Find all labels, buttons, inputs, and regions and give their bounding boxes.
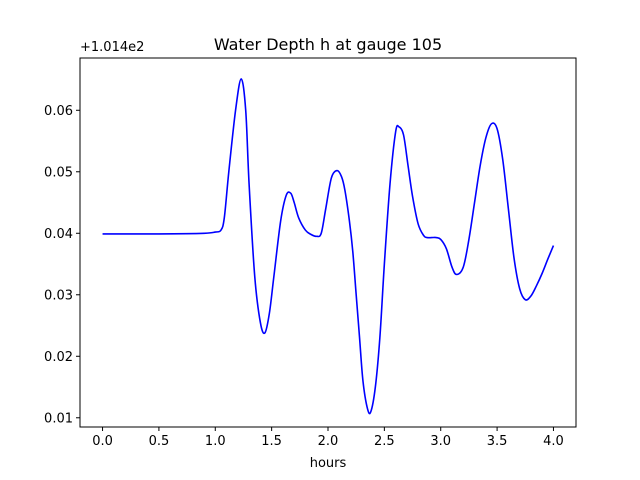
x-tick-label: 3.0 <box>430 434 451 449</box>
y-tick-label: 0.04 <box>44 227 73 242</box>
x-axis-label: hours <box>310 456 347 471</box>
x-tick-label: 4.0 <box>543 434 564 449</box>
series-line-0 <box>102 78 555 415</box>
x-tick-label: 0.5 <box>149 434 170 449</box>
x-tick-label: 0.0 <box>92 434 113 449</box>
chart-title: Water Depth h at gauge 105 <box>214 35 442 54</box>
x-tick-label: 1.0 <box>205 434 226 449</box>
y-tick-label: 0.02 <box>44 350 73 365</box>
y-tick-label: 0.05 <box>44 165 73 180</box>
y-tick-label: 0.06 <box>44 104 73 119</box>
y-tick-label: 0.03 <box>44 288 73 303</box>
y-tick-label: 0.01 <box>44 411 73 426</box>
x-tick-label: 1.5 <box>261 434 282 449</box>
x-tick-label: 2.5 <box>374 434 395 449</box>
y-offset-label: +1.014e2 <box>80 40 144 55</box>
x-tick-label: 2.0 <box>318 434 339 449</box>
axes-frame <box>79 57 577 428</box>
plot-area: 0.0 0.5 1.0 1.5 2.0 2.5 3.0 3.5 4.0 0.01 0.02 0.03 0… <box>44 78 564 449</box>
x-tick-label: 3.5 <box>487 434 508 449</box>
